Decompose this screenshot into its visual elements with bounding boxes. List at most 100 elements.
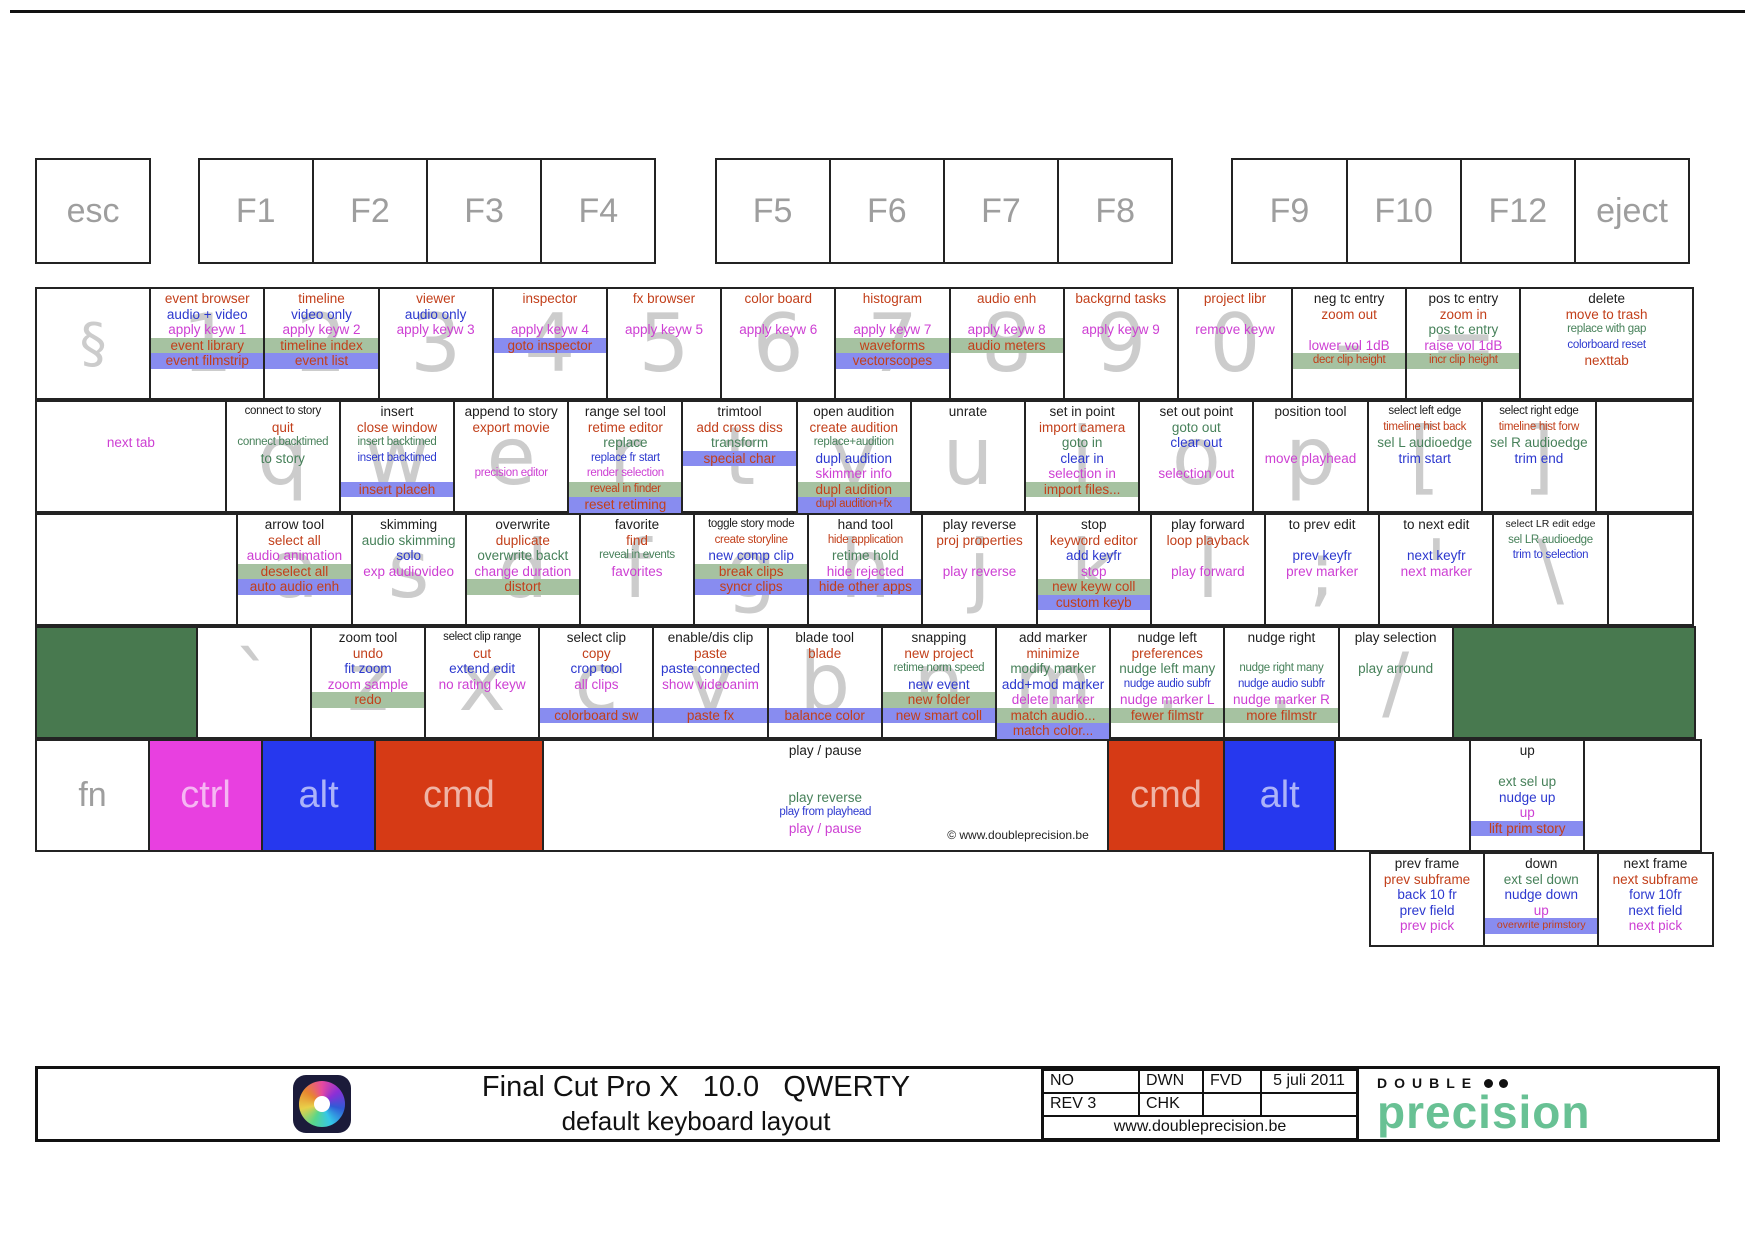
cell-chk: CHK [1139,1092,1203,1116]
shortcut-label: range sel tool [584,404,666,419]
shortcut-label: select right edge [1499,405,1579,417]
shortcut-label: hide rejected [826,563,905,579]
shortcut-label: export movie [472,419,550,435]
shortcut-label: nudge left [1137,630,1197,645]
shortcut-label: retime hold [831,548,899,563]
key-label: fn [78,776,107,814]
key-ghost-glyph: 3 [410,296,462,390]
shortcut-label [923,548,1035,564]
key-label: alt [298,774,339,816]
shortcut-label: pos tc entry [1428,322,1499,337]
revision-table: NO DWN FVD 5 juli 2011 REV 3 CHK www.dou… [1041,1067,1359,1141]
key-quote: ' to next edit next keyfr next marker [1378,513,1495,626]
key-esc: esc [35,158,152,264]
row-function-row: esc F1 F2 F3 F4 F5 F6 F7 F8 F9 F10 F12 eject [35,158,1691,264]
shortcut-label: trim end [1514,450,1564,466]
shortcut-label: decr clip height [1293,353,1406,369]
shortcut-label: play reverse [942,563,1017,579]
logo-word-precision: precision [1377,1086,1591,1139]
key-h: h hand tool hide application retime hold hid… [807,513,924,626]
key-shift-left [35,626,198,739]
key-ghost-glyph: p [1285,409,1336,503]
shortcut-label: transform [711,435,769,450]
shortcut-label: colorboard sw [540,707,653,723]
shortcut-label [1140,451,1252,467]
key-alt-right: alt [1223,739,1336,852]
key-t: ttrimtooladd cross disstransformspecial … [681,400,798,513]
shortcut-label: import camera [1038,419,1126,435]
key-bracket-right: ] select right edge timeline hist forw sel … [1480,400,1597,513]
key-v: v enable/dis clip paste paste connected show… [652,626,769,739]
shortcut-label: timeline hist back [1383,420,1467,433]
shortcut-label: lift prim story [1471,820,1584,836]
key-bracket-left: [select left edge timeline hist back sel L… [1366,400,1483,513]
key-f7: F7 [942,158,1060,264]
shortcut-label: exp audiovideo [363,563,455,579]
shortcut-label: back 10 fr [1397,887,1457,902]
poster-title: Final Cut Pro X 10.0 QWERTY [481,1071,911,1103]
shortcut-label: dupl audition [797,481,910,497]
key-k: k stop keyword editor add keyfr stop new keyw… [1035,513,1152,626]
shortcut-label: redo [311,692,425,708]
shortcut-label: special char [683,450,796,466]
shortcut-label: overwrite [495,517,551,532]
key-blank-bottom-1 [1334,739,1472,852]
shortcut-label: keyword editor [1049,532,1138,548]
shortcut-label [1152,548,1264,564]
shortcut-label: trim to selection [1512,549,1589,561]
shortcut-label [494,307,606,323]
logo-word-double: DOUBLE [1377,1075,1479,1092]
shortcut-label: next marker [1400,563,1472,579]
key-ctrl-left: ctrl [148,739,264,852]
shortcut-label: raise vol 1dB [1424,337,1503,353]
cell-empty-1 [1203,1092,1261,1116]
key-z: z zoom tool undo fit zoom zoom sample redo [309,626,427,739]
key-blank-home [1606,513,1694,626]
key-ghost-glyph: i [1071,409,1094,503]
shortcut-label: neg tc entry [1313,291,1385,306]
shortcut-label: connect to story [244,405,322,417]
shortcut-label: vectorscopes [836,353,949,369]
key-digit-7: 7histogramapply keyw 7waveformsvectorsco… [834,287,951,400]
shortcut-label: colorboard reset [1567,338,1646,351]
shortcut-label: select clip range [443,631,522,643]
shortcut-label: precision editor [474,467,548,479]
shortcut-label: skimming [380,517,438,532]
shortcut-label: overwrite primstory [1485,918,1598,934]
shortcut-label [37,404,225,420]
shortcut-label: blade [808,645,842,661]
shortcut-label: duplicate [495,532,550,548]
shortcut-label: zoom in [1439,306,1487,322]
shortcut-label: color board [744,291,812,306]
key-label: F5 [752,191,793,230]
shortcut-label: audio skimming [361,532,456,548]
shortcut-label: sel R audioedge [1490,435,1588,450]
poster-subtitle: default keyboard layout [561,1106,831,1136]
key-c: c select clip copy crop tool all clips colorb… [538,626,655,739]
shortcut-label: nudge right [1247,630,1316,645]
shortcut-label: render selection [586,467,664,479]
row-bottom-letter-row: ` z zoom tool undo fit zoom zoom sample redo x s… [35,626,1696,739]
shortcut-label: find [626,532,648,548]
copyright-note: © www.doubleprecision.be [947,828,1089,842]
shortcut-label: hide other apps [809,579,922,595]
key-shift-right [1451,626,1696,739]
shortcut-label: play reverse [942,517,1017,532]
shortcut-label: connect backtimed [237,436,329,448]
shortcut-label: ext sel up [1498,774,1557,789]
shortcut-label: timeline hist forw [1498,420,1580,433]
cell-empty-2 [1261,1092,1357,1116]
row-modifier-row: fn ctrl alt cmd play / pause play reverse play… [35,739,1702,852]
shortcut-label [1340,646,1452,662]
shortcut-label [836,307,948,323]
shortcut-label: apply keyw 7 [853,322,932,337]
shortcut-label: next frame [1623,856,1688,871]
key-f9: F9 [1231,158,1348,264]
cell-date: 5 juli 2011 [1261,1069,1357,1093]
key-e: e append to story export movie precision ed… [453,400,570,513]
key-label: F1 [235,191,276,230]
key-f12: F12 [1459,158,1576,264]
key-digit-6: 6 color board apply keyw 6 [720,287,837,400]
shortcut-label: stop [1080,517,1107,532]
